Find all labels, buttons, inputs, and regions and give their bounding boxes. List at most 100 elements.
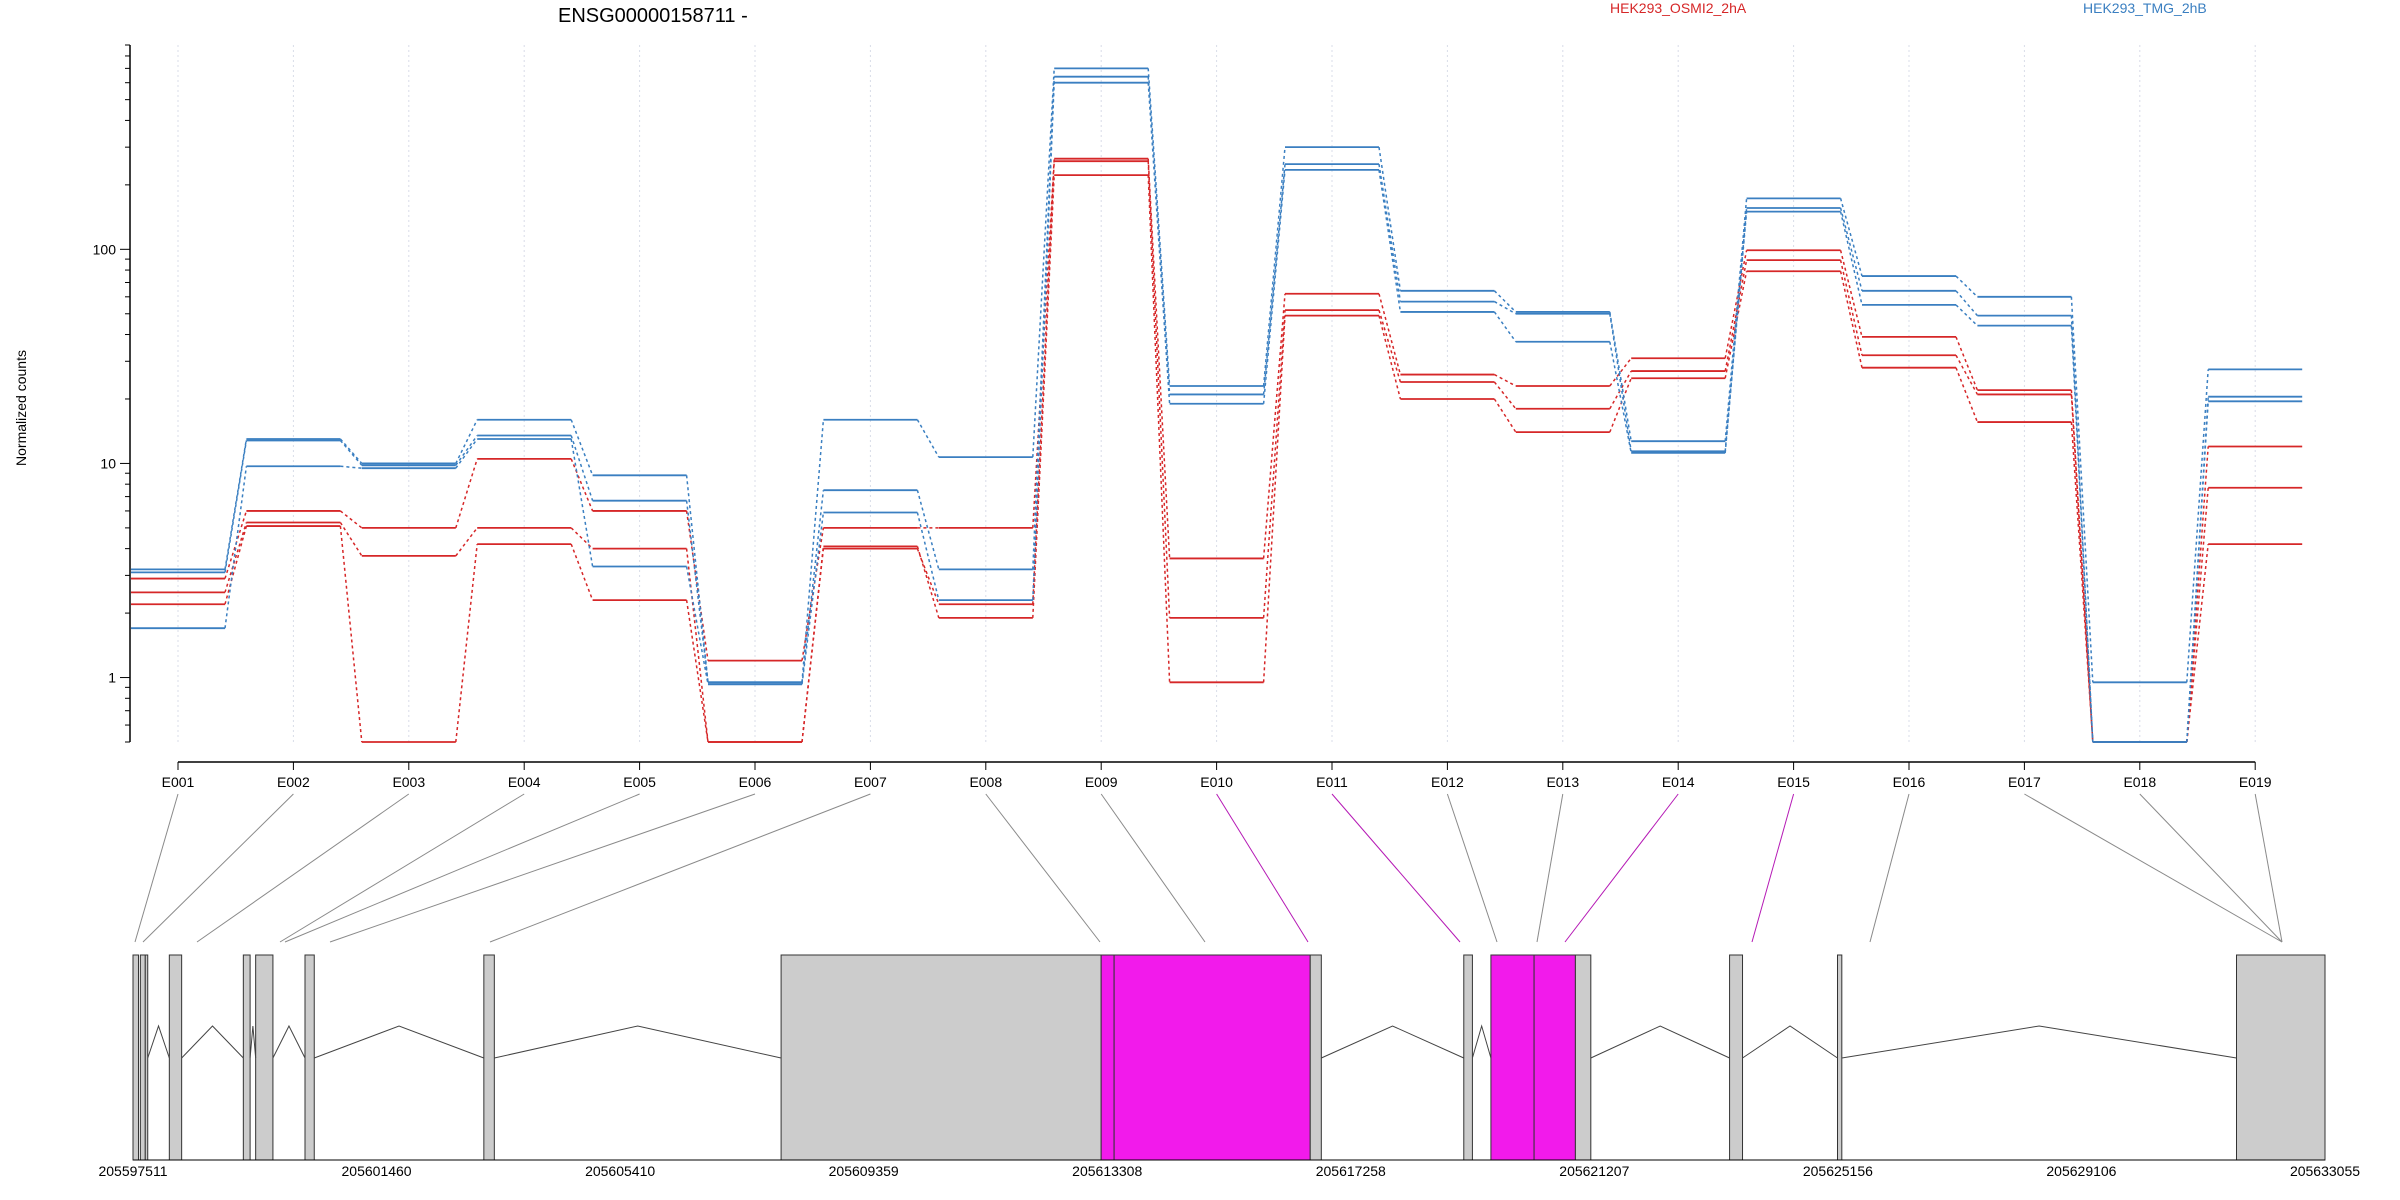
transition-segment — [339, 439, 363, 466]
transition-segment — [570, 438, 594, 567]
legend-label-osmi2: HEK293_OSMI2_2hA — [1610, 0, 1747, 16]
transition-segment — [339, 510, 363, 529]
transition-segment — [685, 566, 709, 685]
exon-connector — [1100, 793, 1206, 943]
exon-block-highlighted — [1490, 954, 1535, 1161]
transition-segment — [1724, 207, 1748, 452]
series — [131, 174, 2303, 743]
transition-segment — [1032, 175, 1055, 618]
series — [131, 67, 2303, 684]
intron-line — [147, 1024, 170, 1059]
exon-block — [255, 954, 274, 1161]
transition-segment — [1032, 68, 1055, 458]
transition-segment — [2070, 390, 2094, 743]
intron-line — [249, 1025, 257, 1059]
y-tick-label: 100 — [93, 241, 117, 257]
exon-connector — [2024, 793, 2283, 943]
transition-segment — [1609, 370, 1632, 410]
transition-segment — [1494, 373, 1517, 387]
transition-segment — [1955, 275, 1978, 298]
transition-segment — [1262, 147, 1286, 387]
transition-segment — [685, 510, 709, 661]
exon-block — [1836, 954, 1843, 1161]
exon-connector — [985, 793, 1101, 943]
x-tick-label: E010 — [1200, 774, 1233, 790]
transition-segment — [455, 435, 478, 466]
y-tick-label: 10 — [100, 455, 116, 471]
transition-segment — [685, 475, 709, 683]
transition-segment — [1609, 313, 1632, 452]
transition-segment — [570, 435, 594, 501]
transition-segment — [1955, 354, 1979, 395]
exon-block — [483, 954, 495, 1161]
exon-block — [242, 954, 251, 1161]
x-tick-label: E015 — [1777, 774, 1810, 790]
transition-segment — [1839, 271, 1863, 368]
transition-segment — [801, 512, 825, 685]
exon-connector-lines — [134, 793, 2283, 943]
x-tick-label: E014 — [1662, 774, 1695, 790]
exon-connector — [2139, 793, 2283, 943]
y-axis-label: Normalized counts — [13, 350, 29, 466]
transition-segment — [1493, 311, 1517, 343]
transition-segment — [1839, 250, 1863, 338]
transition-segment — [2186, 369, 2209, 683]
genomic-tick-label: 205597511 — [98, 1163, 167, 1179]
x-tick-label: E019 — [2239, 774, 2272, 790]
x-tick-label: E006 — [739, 774, 772, 790]
exon-connector — [1751, 793, 1795, 943]
intron-line — [181, 1025, 244, 1059]
series-lines — [131, 67, 2303, 743]
transition-segment — [1147, 175, 1171, 683]
exon-connector — [279, 793, 525, 943]
intron-line — [314, 1025, 485, 1059]
transition-segment — [455, 527, 478, 557]
exon-connector — [1446, 793, 1498, 943]
transition-segment — [224, 466, 248, 629]
transition-segment — [339, 522, 363, 557]
x-tick-label: E005 — [623, 774, 656, 790]
transition-segment — [916, 419, 940, 458]
transition-segment — [801, 419, 825, 683]
series — [131, 81, 2303, 743]
transition-segment — [1493, 398, 1517, 433]
exon-block — [304, 954, 315, 1161]
exon-block — [132, 954, 139, 1161]
transition-segment — [455, 544, 478, 743]
transition-segment — [1147, 158, 1171, 559]
exon-block-highlighted — [1100, 954, 1115, 1161]
genomic-tick-label: 205629106 — [2046, 1163, 2116, 1179]
transition-segment — [1955, 336, 1979, 391]
intron-line — [1590, 1025, 1730, 1059]
intron-line — [1841, 1025, 2237, 1059]
x-tick-label: E018 — [2123, 774, 2156, 790]
exon-connector — [284, 793, 640, 943]
exon-block — [1309, 954, 1322, 1161]
genomic-tick-label: 205617258 — [1316, 1163, 1386, 1179]
transition-segment — [801, 490, 825, 683]
x-tick-label: E016 — [1893, 774, 1926, 790]
transition-segment — [2186, 401, 2209, 743]
transition-segment — [339, 438, 363, 464]
intron-line — [1742, 1025, 1838, 1059]
transition-segment — [1378, 309, 1402, 383]
transition-segment — [685, 500, 709, 683]
transition-segment — [455, 419, 478, 464]
x-tick-label: E008 — [969, 774, 1002, 790]
gene-model: 205597511 205601460 205605410 205609359 2056… — [98, 954, 2360, 1179]
transition-segment — [224, 525, 248, 605]
transition-segment — [1839, 259, 1863, 356]
genomic-tick-label: 205613308 — [1072, 1163, 1142, 1179]
exon-block — [139, 954, 146, 1161]
transition-segment — [1839, 198, 1863, 277]
transition-segment — [2186, 487, 2209, 743]
transition-segment — [1955, 304, 1978, 327]
transition-segment — [916, 489, 940, 570]
plot-axes: 1 10 100 E001 E002 E003 E004 E005 E006 E007 E008 E0… — [93, 44, 2272, 790]
transition-segment — [455, 458, 478, 529]
transition-segment — [570, 543, 594, 601]
transition-segment — [1262, 293, 1286, 559]
intron-line — [1471, 1024, 1492, 1059]
y-tick-label: 1 — [108, 670, 116, 686]
